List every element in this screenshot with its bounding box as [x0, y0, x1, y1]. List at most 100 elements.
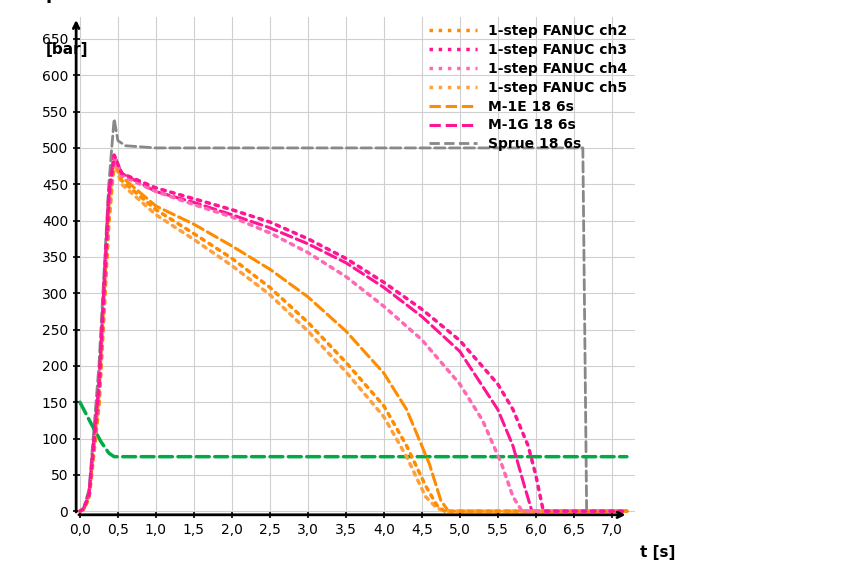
M-1E 18 6s: [117, 173, 127, 180]
1-step FANUC ch2: [117, 177, 127, 184]
1-step FANUC ch3: [94, 386, 104, 392]
1-step FANUC ch2: [109, 156, 119, 162]
Sprue 18 6s: [120, 142, 130, 149]
1-step FANUC ch4: [303, 249, 313, 256]
Sprue 18 6s: [569, 145, 579, 152]
M-1E 18 6s: [151, 202, 161, 209]
1-step FANUC ch5: [265, 291, 275, 298]
1-step FANUC ch3: [117, 170, 127, 177]
M-1G 18 6s: [117, 170, 127, 177]
1-step FANUC ch3: [379, 279, 389, 286]
Sprue 18 6s: [104, 181, 114, 188]
1-step FANUC ch4: [508, 493, 518, 500]
Text: t [s]: t [s]: [640, 545, 675, 559]
M-1G 18 6s: [84, 490, 94, 496]
1-step FANUC ch4: [379, 303, 389, 309]
Sprue 18 6s: [581, 508, 591, 515]
Line: 1-step FANUC ch2: 1-step FANUC ch2: [80, 159, 627, 511]
M-1G 18 6s: [492, 406, 503, 413]
Text: P: P: [46, 0, 58, 7]
M-1E 18 6s: [402, 406, 412, 413]
1-step FANUC ch2: [379, 402, 389, 409]
1-step FANUC ch2: [402, 442, 412, 449]
1-step FANUC ch4: [117, 172, 127, 179]
1-step FANUC ch3: [538, 508, 548, 515]
1-step FANUC ch3: [341, 255, 351, 262]
1-step FANUC ch2: [104, 217, 114, 224]
1-step FANUC ch2: [265, 284, 275, 291]
M-1G 18 6s: [227, 211, 237, 218]
1-step FANUC ch2: [432, 502, 442, 509]
1-step FANUC ch4: [454, 380, 464, 387]
1-step FANUC ch5: [117, 181, 127, 188]
1-step FANUC ch3: [74, 508, 85, 515]
1-step FANUC ch4: [265, 229, 275, 236]
M-1E 18 6s: [109, 152, 119, 158]
1-step FANUC ch5: [303, 328, 313, 335]
M-1E 18 6s: [303, 293, 313, 300]
1-step FANUC ch5: [379, 414, 389, 420]
M-1G 18 6s: [527, 508, 537, 515]
Sprue 18 6s: [113, 137, 123, 144]
1-step FANUC ch2: [440, 508, 450, 515]
1-step FANUC ch5: [94, 402, 104, 409]
Sprue 18 6s: [454, 145, 464, 152]
1-step FANUC ch4: [189, 201, 199, 208]
M-1G 18 6s: [74, 508, 85, 515]
1-step FANUC ch3: [151, 184, 161, 191]
M-1E 18 6s: [425, 460, 435, 467]
Legend: 1-step FANUC ch2, 1-step FANUC ch3, 1-step FANUC ch4, 1-step FANUC ch5, M-1E 18 : 1-step FANUC ch2, 1-step FANUC ch3, 1-st…: [423, 18, 633, 157]
1-step FANUC ch4: [84, 492, 94, 499]
1-step FANUC ch3: [84, 491, 94, 498]
M-1G 18 6s: [94, 380, 104, 387]
Sprue 18 6s: [84, 486, 94, 493]
1-step FANUC ch4: [622, 508, 632, 515]
1-step FANUC ch5: [441, 508, 451, 515]
M-1G 18 6s: [379, 284, 389, 291]
M-1G 18 6s: [189, 199, 199, 206]
Sprue 18 6s: [303, 145, 313, 152]
M-1E 18 6s: [189, 221, 199, 228]
1-step FANUC ch5: [402, 453, 412, 460]
M-1G 18 6s: [454, 348, 464, 355]
M-1E 18 6s: [104, 202, 114, 209]
1-step FANUC ch3: [622, 508, 632, 515]
Sprue 18 6s: [578, 145, 588, 152]
Sprue 18 6s: [227, 145, 237, 152]
Line: M-1E 18 6s: M-1E 18 6s: [80, 155, 627, 511]
1-step FANUC ch3: [104, 196, 114, 202]
Sprue 18 6s: [94, 363, 104, 370]
Line: 1-step FANUC ch4: 1-step FANUC ch4: [80, 157, 627, 511]
M-1G 18 6s: [109, 152, 119, 158]
1-step FANUC ch5: [79, 506, 89, 513]
M-1G 18 6s: [519, 482, 530, 489]
Line: M-1G 18 6s: M-1G 18 6s: [80, 155, 627, 511]
Sprue 18 6s: [622, 508, 632, 515]
1-step FANUC ch3: [523, 442, 533, 449]
M-1E 18 6s: [436, 497, 446, 504]
1-step FANUC ch3: [109, 152, 119, 158]
Line: Sprue 18 6s: Sprue 18 6s: [80, 119, 627, 511]
1-step FANUC ch5: [84, 495, 94, 502]
Text: [bar]: [bar]: [46, 42, 88, 57]
1-step FANUC ch5: [109, 159, 119, 166]
Sprue 18 6s: [109, 116, 119, 122]
M-1E 18 6s: [94, 391, 104, 398]
1-step FANUC ch4: [517, 508, 527, 515]
M-1G 18 6s: [417, 313, 427, 320]
Sprue 18 6s: [151, 145, 161, 152]
1-step FANUC ch2: [189, 230, 199, 237]
Sprue 18 6s: [74, 508, 85, 515]
Sprue 18 6s: [530, 145, 541, 152]
Sprue 18 6s: [588, 508, 598, 515]
1-step FANUC ch2: [420, 482, 431, 489]
1-step FANUC ch5: [432, 505, 442, 512]
1-step FANUC ch3: [454, 337, 464, 344]
1-step FANUC ch3: [303, 235, 313, 242]
1-step FANUC ch4: [94, 391, 104, 398]
1-step FANUC ch3: [265, 219, 275, 225]
1-step FANUC ch5: [189, 236, 199, 243]
1-step FANUC ch4: [104, 202, 114, 209]
1-step FANUC ch3: [189, 196, 199, 202]
M-1E 18 6s: [622, 508, 632, 515]
